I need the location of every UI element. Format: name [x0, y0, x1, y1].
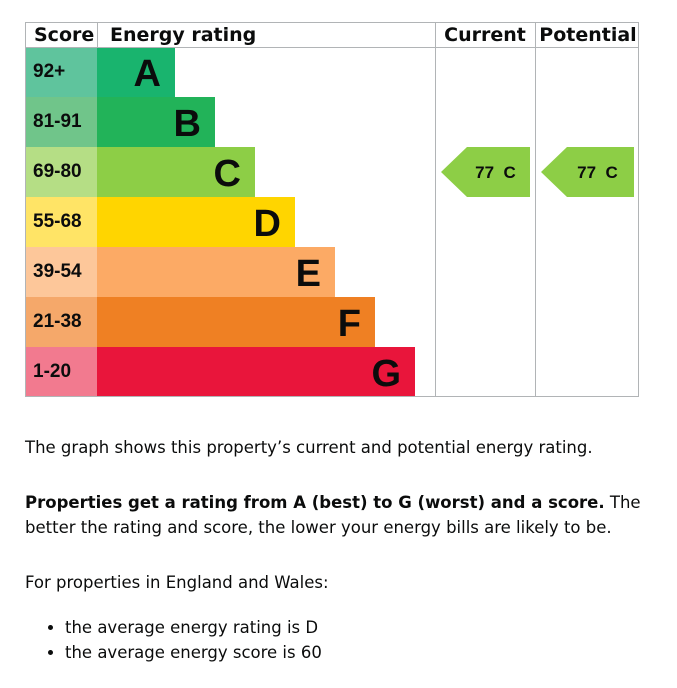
- score-range-b: 81-91: [33, 111, 82, 132]
- current-rating-label: 77 C: [475, 163, 516, 182]
- score-cell-a: [25, 47, 97, 97]
- rating-bar-c: [97, 147, 255, 197]
- rating-bar-d: [97, 197, 295, 247]
- rating-bar-a: [97, 47, 175, 97]
- rating-letter-e: E: [296, 253, 321, 295]
- score-range-c: 69-80: [33, 161, 82, 182]
- rating-bar-b: [97, 97, 215, 147]
- score-range-e: 39-54: [33, 261, 82, 282]
- current-rating-arrow: [441, 147, 530, 197]
- rating-explanation-bold: Properties get a rating from A (best) to…: [25, 493, 605, 512]
- energy-rating-chart: 92+ A81-91 B69-80 C55-68 D39-54 E21-38 F1-20 G …: [25, 22, 639, 397]
- rating-letter-b: B: [174, 103, 201, 145]
- rating-bar-g: [97, 347, 415, 397]
- rating-letter-g: G: [371, 353, 401, 395]
- rating-letter-a: A: [134, 53, 161, 95]
- score-cell-b: [25, 97, 97, 147]
- potential-rating-label: 77 C: [577, 163, 618, 182]
- header-score: Score: [34, 24, 94, 46]
- score-range-g: 1-20: [33, 361, 71, 382]
- potential-rating-arrow: [541, 147, 634, 197]
- rating-letter-f: F: [338, 303, 361, 345]
- average-list: the average energy rating is D the avera…: [25, 615, 665, 665]
- header-energy-rating: Energy rating: [110, 24, 256, 46]
- rating-explanation-rest: The better the rating and score, the low…: [25, 493, 641, 537]
- chart-border: [25, 22, 639, 397]
- score-range-d: 55-68: [33, 211, 82, 232]
- list-item: the average energy rating is D: [65, 615, 665, 640]
- rating-explanation: Properties get a rating from A (best) to…: [25, 490, 655, 540]
- rating-arrows: 77 C 77 C: [441, 147, 634, 197]
- header-potential: Potential: [539, 24, 636, 46]
- rating-bands: 92+ A 81-91 B 69-80 C 55-68 D 39-54 E 21-38 F 1-20 G: [25, 47, 415, 397]
- score-cell-f: [25, 297, 97, 347]
- score-cell-c: [25, 147, 97, 197]
- score-cell-e: [25, 247, 97, 297]
- score-cell-d: [25, 197, 97, 247]
- intro-text: The graph shows this property’s current …: [25, 438, 593, 457]
- list-item: the average energy score is 60: [65, 640, 665, 665]
- rating-letter-d: D: [254, 203, 281, 245]
- score-range-f: 21-38: [33, 311, 82, 332]
- region-text: For properties in England and Wales:: [25, 573, 329, 592]
- rating-bar-f: [97, 297, 375, 347]
- chart-grid: [25, 22, 639, 397]
- chart-headers: Score Energy rating Current Potential: [34, 24, 637, 46]
- score-cell-g: [25, 347, 97, 397]
- header-current: Current: [444, 24, 526, 46]
- rating-bar-e: [97, 247, 335, 297]
- rating-letter-c: C: [214, 153, 241, 195]
- score-range-a: 92+: [33, 61, 65, 82]
